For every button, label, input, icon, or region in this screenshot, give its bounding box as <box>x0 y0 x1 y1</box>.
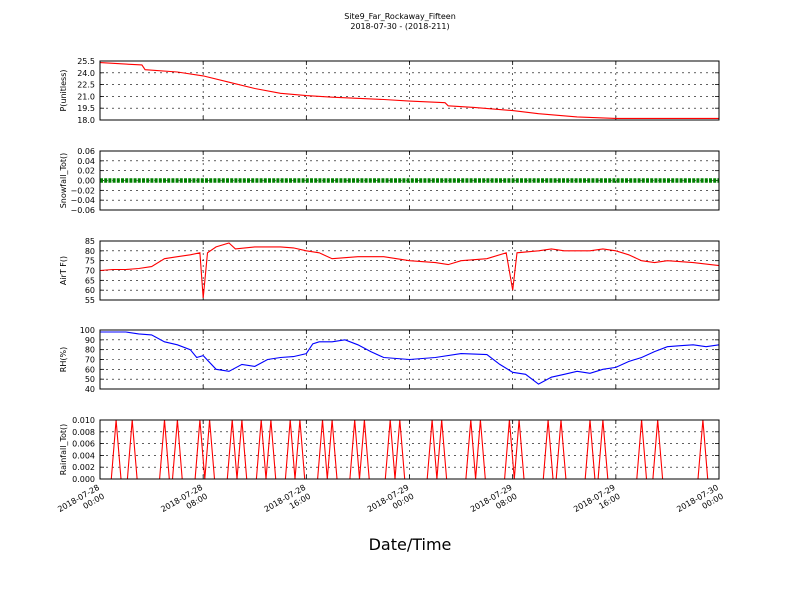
y-axis-label: Rainfall_Tot() <box>59 424 68 476</box>
panel-frame <box>99 60 720 121</box>
chart-subtitle: 2018-07-30 - (2018-211) <box>350 22 449 31</box>
y-tick-label: 22.5 <box>77 81 95 90</box>
y-axis-label: Snowfall_Tot() <box>59 153 68 209</box>
panel-2: 0.060.040.020.00−0.02−0.04−0.06Snowfall_… <box>59 147 720 215</box>
y-tick-label: 24.0 <box>77 69 95 78</box>
series-line <box>99 62 719 119</box>
y-tick-label: 70 <box>85 267 95 276</box>
panel-frame <box>99 329 720 390</box>
y-tick-label: 0.004 <box>72 451 95 460</box>
y-tick-label: 100 <box>80 326 95 335</box>
panel-1: 25.5 24.0 22.5 21.0 19.5 18.0 P(unitless) <box>59 57 720 125</box>
y-tick-label: 80 <box>85 247 95 256</box>
y-tick-label: 25.5 <box>77 57 95 66</box>
chart-panels: 25.524.022.521.019.518.0P(unitless)0.060… <box>56 57 725 514</box>
y-tick-label: 60 <box>85 286 95 295</box>
y-axis-label: RH(%) <box>59 347 68 372</box>
panel-frame <box>99 150 720 211</box>
y-tick-label: 85 <box>85 237 95 246</box>
y-tick-label: 0.02 <box>77 167 95 176</box>
series-spikes <box>100 419 719 480</box>
series-line <box>100 331 720 385</box>
y-tick-label: 60 <box>85 365 95 374</box>
series-line <box>99 242 720 299</box>
y-tick-label: 0.002 <box>72 463 95 472</box>
y-axis-label: P(unitless) <box>59 69 68 111</box>
panel-5: 0.010 0.008 0.006 0.004 0.002 0.000 Rainfall_T… <box>59 416 720 484</box>
y-tick-label: 0.04 <box>77 157 95 166</box>
y-axis-label: AirT F() <box>59 256 68 285</box>
panel-frame <box>99 419 720 480</box>
y-tick-label: 55 <box>85 296 95 305</box>
y-tick-label: 40 <box>85 385 95 394</box>
y-tick-label: 75 <box>85 257 95 266</box>
y-tick-label: 0.010 <box>72 416 95 425</box>
chart-title: Site9_Far_Rockaway_Fifteen <box>344 12 456 21</box>
y-tick-label: 50 <box>85 375 95 384</box>
y-tick-label: 21.0 <box>77 92 95 101</box>
y-tick-label: 18.0 <box>77 116 95 125</box>
y-tick-label: 80 <box>85 346 95 355</box>
y-tick-label: 19.5 <box>77 104 95 113</box>
y-tick-label: 0.008 <box>72 428 95 437</box>
y-tick-label: 0.000 <box>72 475 95 484</box>
y-tick-label: 0.06 <box>77 147 95 156</box>
y-tick-label: 0.006 <box>72 440 95 449</box>
x-axis-label: Date/Time <box>369 535 452 554</box>
y-tick-label: 70 <box>85 356 95 365</box>
y-tick-label: 65 <box>85 276 95 285</box>
y-tick-label: −0.02 <box>70 186 95 195</box>
y-tick-label: 90 <box>85 336 95 345</box>
y-tick-label: −0.04 <box>70 196 95 205</box>
panel-frame <box>99 240 720 301</box>
y-tick-label: 0.00 <box>77 177 95 186</box>
y-tick-label: −0.06 <box>70 206 95 215</box>
